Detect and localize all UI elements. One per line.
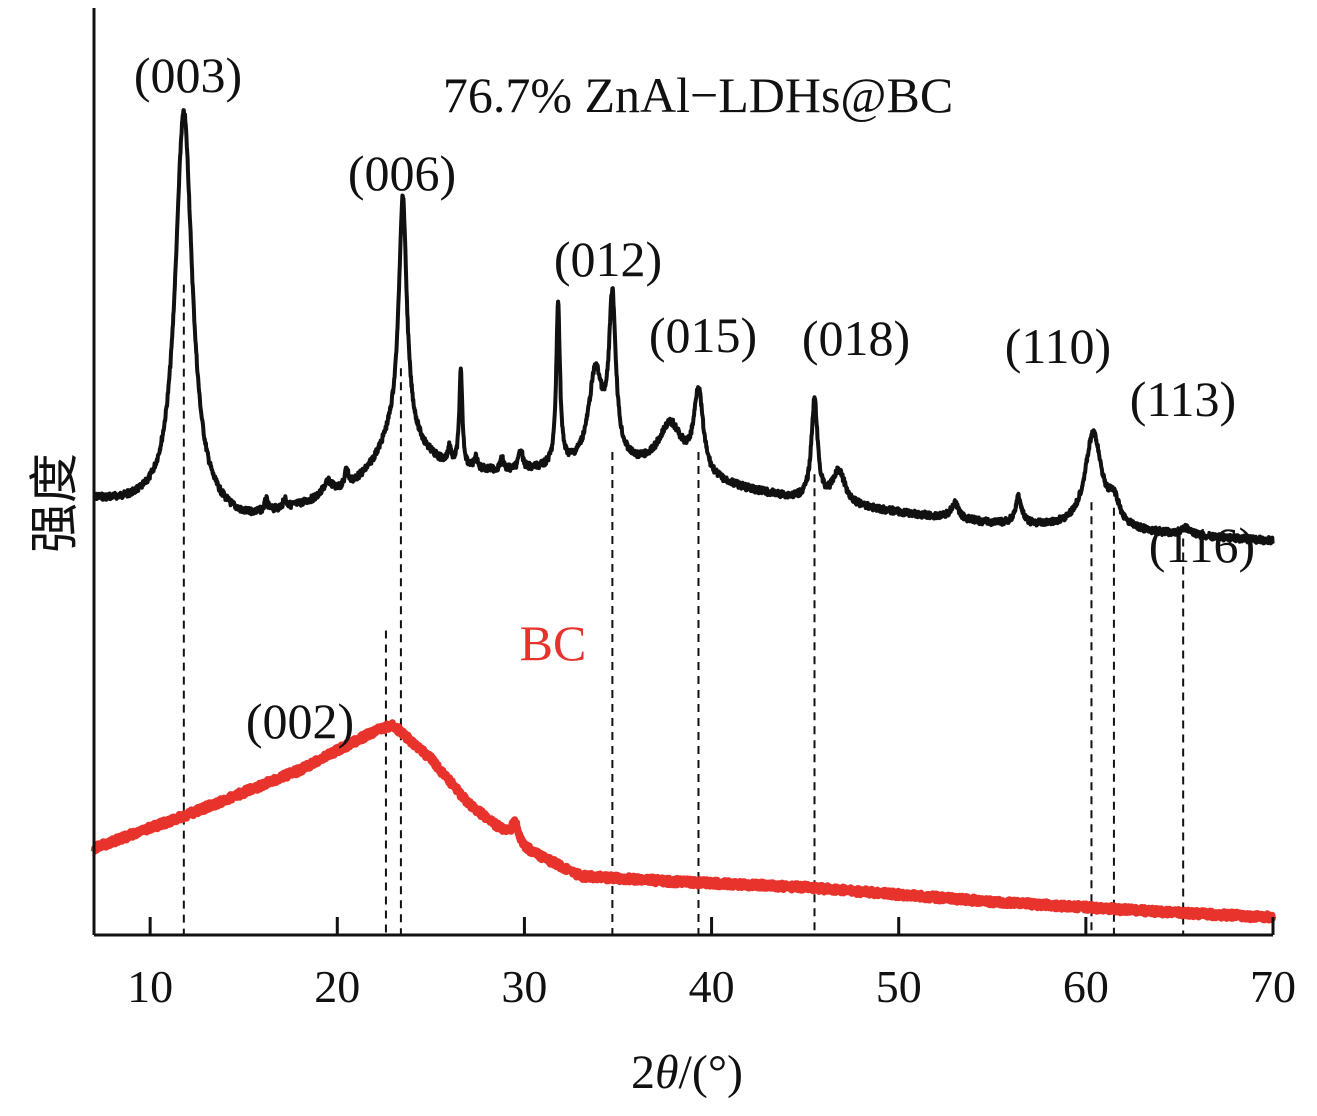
y-axis-label: 强度 xyxy=(26,453,84,553)
peak-label-015: (015) xyxy=(649,307,757,363)
series-layer xyxy=(90,108,1277,924)
series-label-bc: BC xyxy=(520,615,587,671)
x-tick-label: 70 xyxy=(1250,961,1296,1012)
x-tick-label: 20 xyxy=(314,961,360,1012)
peak-label-012: (012) xyxy=(554,231,662,287)
series-label-ldh: 76.7% ZnAl−LDHs@BC xyxy=(443,67,953,123)
series-bc-line xyxy=(90,719,1277,924)
peak-labels: (003) (006) (012) (015) (018) (110) (113… xyxy=(134,47,1255,749)
peak-label-110: (110) xyxy=(1005,318,1111,374)
reference-lines xyxy=(182,284,1185,935)
series-ldh-line xyxy=(92,108,1275,546)
x-tick-label: 30 xyxy=(501,961,547,1012)
x-tick-label: 10 xyxy=(127,961,173,1012)
peak-label-003: (003) xyxy=(134,47,242,103)
peak-label-002: (002) xyxy=(246,693,354,749)
peak-label-113: (113) xyxy=(1130,371,1236,427)
x-tick-label: 60 xyxy=(1063,961,1109,1012)
peak-label-018: (018) xyxy=(802,310,910,366)
x-ticks: 10 20 30 40 50 60 70 xyxy=(127,917,1296,1012)
peak-label-006: (006) xyxy=(348,145,456,201)
x-axis-label: 2θ/(°) xyxy=(631,1046,743,1099)
peak-label-116: (116) xyxy=(1149,517,1255,573)
x-tick-label: 40 xyxy=(689,961,735,1012)
x-tick-label: 50 xyxy=(876,961,922,1012)
